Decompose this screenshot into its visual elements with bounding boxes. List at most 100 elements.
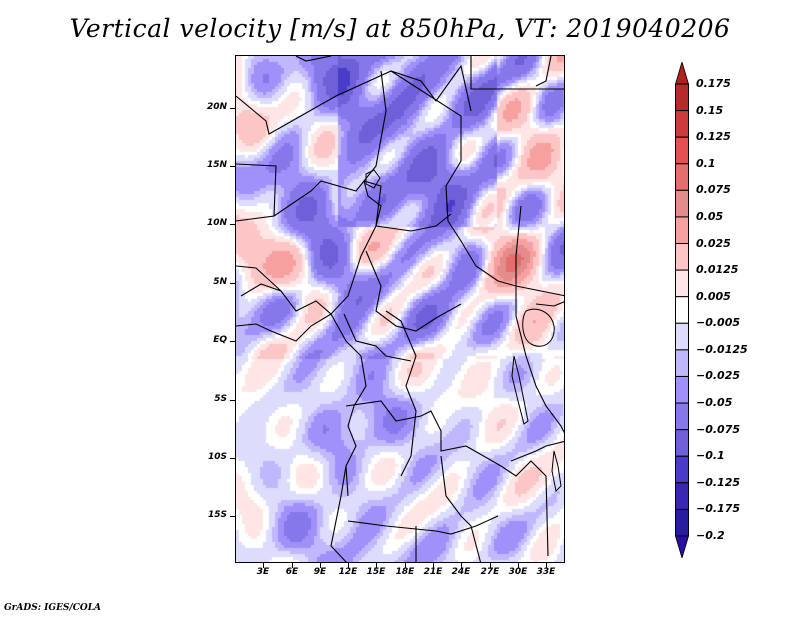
- y-tick-label: EQ: [213, 335, 227, 345]
- border-line: [385, 310, 417, 477]
- lake-chad: [365, 169, 381, 189]
- lake-malawi: [551, 450, 562, 493]
- colorbar-label: 0.0125: [696, 263, 739, 276]
- x-tick-label: 15E: [366, 567, 386, 577]
- border-line: [363, 70, 387, 227]
- colorbar-label: −0.05: [696, 396, 733, 409]
- x-tick: [405, 563, 406, 568]
- border-line: [545, 475, 549, 557]
- vertical-velocity-field: [236, 56, 564, 562]
- x-tick-label: 33E: [536, 567, 556, 577]
- lake-tanganyika: [511, 355, 529, 425]
- colorbar-label: 0.05: [696, 210, 724, 223]
- colorbar-label: 0.125: [696, 130, 731, 143]
- map-plot-area: [235, 55, 565, 563]
- x-tick: [376, 563, 377, 568]
- border-line: [535, 301, 564, 307]
- border-line: [236, 163, 277, 222]
- border-line: [347, 515, 499, 535]
- colorbar-swatch: [675, 455, 689, 484]
- colorbar-swatch: [675, 243, 689, 271]
- x-tick-label: 24E: [451, 567, 471, 577]
- colorbar-label: −0.075: [696, 423, 741, 436]
- colorbar-label: −0.0125: [696, 343, 748, 356]
- border-line: [236, 313, 332, 342]
- colorbar-label: −0.125: [696, 476, 741, 489]
- colorbar-swatches: [675, 62, 689, 558]
- colorbar-label: 0.1: [696, 157, 716, 170]
- y-tick-label: 5S: [214, 394, 227, 404]
- x-tick-label: 3E: [256, 567, 270, 577]
- colorbar-swatch: [675, 216, 689, 245]
- border-line: [236, 265, 282, 292]
- x-tick: [320, 563, 321, 568]
- colorbar-label: 0.005: [696, 290, 731, 303]
- colorbar-label: 0.075: [696, 183, 731, 196]
- border-line: [365, 250, 462, 332]
- y-tick-label: 20N: [206, 102, 227, 112]
- colorbar-label: 0.15: [696, 104, 724, 117]
- x-tick-label: 9E: [313, 567, 327, 577]
- lake-victoria: [522, 308, 555, 347]
- border-line: [330, 313, 367, 497]
- y-tick-label: 15N: [206, 160, 227, 170]
- x-tick-label: 6E: [285, 567, 299, 577]
- colorbar-swatch: [675, 429, 689, 457]
- y-tick-label: 5N: [213, 277, 227, 287]
- colorbar-swatch: [675, 83, 689, 112]
- y-tick-label: 15S: [207, 510, 227, 520]
- border-line: [375, 213, 452, 232]
- colorbar-label: −0.1: [696, 449, 725, 462]
- border-line: [240, 180, 382, 315]
- colorbar-swatch: [675, 402, 689, 431]
- colorbar-label: −0.2: [696, 529, 725, 542]
- border-line: [470, 56, 564, 90]
- y-tick-label: 10N: [206, 218, 227, 228]
- y-tick: [230, 108, 235, 109]
- colorbar-swatch: [675, 136, 689, 165]
- chart-title: Vertical velocity [m/s] at 850hPa, VT: 2…: [69, 14, 731, 43]
- colorbar-swatch: [675, 189, 689, 218]
- colorbar-bottom-arrow: [675, 535, 689, 558]
- x-tick: [348, 563, 349, 568]
- x-tick: [490, 563, 491, 568]
- footer-credit: GrADS: IGES/COLA: [4, 603, 102, 613]
- border-line: [390, 70, 564, 297]
- colorbar-label: 0.025: [696, 237, 731, 250]
- x-tick: [433, 563, 434, 568]
- x-tick: [546, 563, 547, 568]
- colorbar-swatch: [675, 322, 689, 351]
- x-tick: [292, 563, 293, 568]
- country-borders: [236, 56, 564, 562]
- border-line: [330, 465, 347, 562]
- y-tick: [230, 341, 235, 342]
- colorbar-top-arrow: [675, 62, 689, 85]
- y-tick: [230, 516, 235, 517]
- colorbar-label: −0.025: [696, 369, 741, 382]
- colorbar-swatch: [675, 349, 689, 377]
- colorbar-swatch: [675, 163, 689, 191]
- x-tick: [263, 563, 264, 568]
- y-tick: [230, 224, 235, 225]
- colorbar-swatch: [675, 296, 689, 324]
- y-tick: [230, 400, 235, 401]
- y-tick: [230, 458, 235, 459]
- x-tick-label: 30E: [508, 567, 528, 577]
- border-line: [345, 400, 547, 477]
- colorbar-swatch: [675, 375, 689, 404]
- colorbar-swatch: [675, 508, 689, 537]
- border-line: [535, 56, 552, 87]
- colorbar-swatch: [675, 482, 689, 510]
- colorbar-label: 0.175: [696, 77, 731, 90]
- x-tick: [518, 563, 519, 568]
- y-tick: [230, 283, 235, 284]
- y-tick-label: 10S: [207, 452, 227, 462]
- y-tick: [230, 166, 235, 167]
- x-tick-label: 27E: [480, 567, 500, 577]
- colorbar-swatch: [675, 110, 689, 138]
- x-tick-label: 12E: [338, 567, 358, 577]
- border-line: [295, 56, 332, 62]
- border-line: [515, 205, 564, 434]
- border-line: [510, 440, 564, 462]
- colorbar-label: −0.005: [696, 316, 741, 329]
